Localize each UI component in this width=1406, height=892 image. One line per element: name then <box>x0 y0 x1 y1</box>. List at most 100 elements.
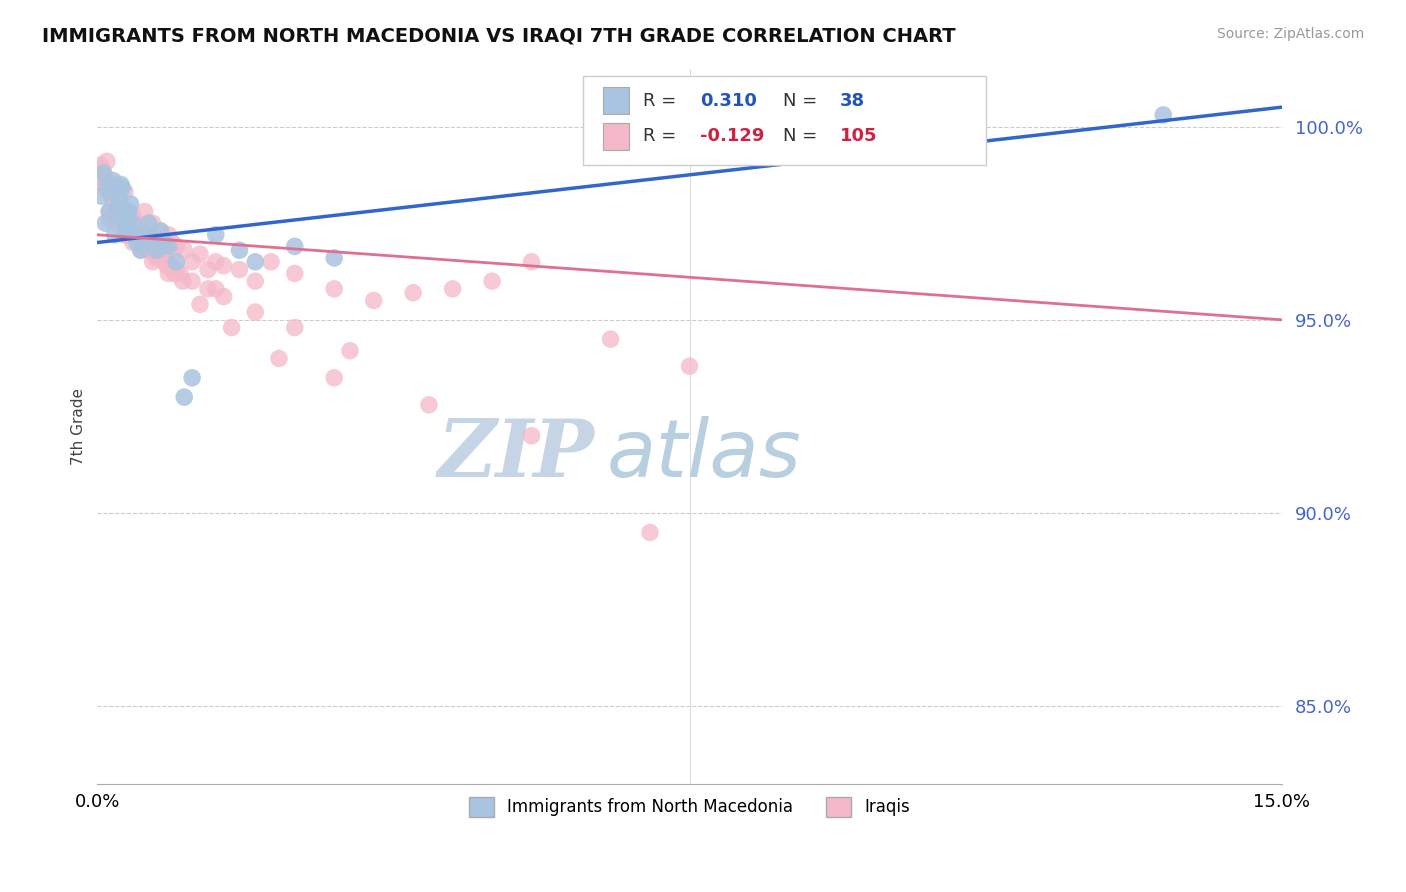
Point <box>204 282 226 296</box>
Point <box>138 244 160 258</box>
Text: ZIP: ZIP <box>437 416 595 493</box>
Point <box>98 204 121 219</box>
Point <box>124 227 146 242</box>
Text: Source: ZipAtlas.com: Source: ZipAtlas.com <box>1216 27 1364 41</box>
Point <box>153 255 176 269</box>
Point <box>181 274 204 288</box>
Point <box>90 189 112 203</box>
Point <box>228 262 250 277</box>
Point <box>129 244 152 258</box>
Point <box>142 232 165 246</box>
Point <box>212 290 235 304</box>
Point <box>110 212 132 227</box>
Point <box>108 193 131 207</box>
Point <box>122 209 145 223</box>
Point <box>114 186 136 200</box>
Point <box>124 227 146 242</box>
Point <box>101 174 124 188</box>
Text: 105: 105 <box>839 128 877 145</box>
Point <box>228 244 250 258</box>
Point <box>134 235 156 250</box>
Point <box>117 212 139 227</box>
Point <box>149 224 172 238</box>
Point <box>110 204 132 219</box>
Point <box>339 343 361 358</box>
Point <box>108 204 131 219</box>
Point <box>111 212 134 227</box>
Point <box>96 154 118 169</box>
Point <box>284 239 307 253</box>
Point <box>212 259 235 273</box>
Point <box>181 255 204 269</box>
Point <box>104 197 127 211</box>
Point <box>145 235 167 250</box>
Point <box>93 174 115 188</box>
Point <box>441 282 464 296</box>
Text: IMMIGRANTS FROM NORTH MACEDONIA VS IRAQI 7TH GRADE CORRELATION CHART: IMMIGRANTS FROM NORTH MACEDONIA VS IRAQI… <box>42 27 956 45</box>
Point <box>110 201 132 215</box>
Point <box>221 320 243 334</box>
Point <box>118 216 141 230</box>
Point <box>157 227 180 242</box>
Point <box>138 227 160 242</box>
Point <box>89 158 111 172</box>
Point <box>120 220 142 235</box>
Point <box>100 186 122 200</box>
Point <box>323 371 346 385</box>
Point <box>105 216 128 230</box>
Point <box>520 255 543 269</box>
Point <box>197 282 219 296</box>
Point <box>599 332 621 346</box>
Point <box>118 204 141 219</box>
Text: atlas: atlas <box>606 416 801 494</box>
Point <box>105 189 128 203</box>
Bar <box>603 87 628 114</box>
Point <box>142 255 165 269</box>
Point <box>104 181 127 195</box>
Point <box>111 181 134 195</box>
Point <box>132 235 155 250</box>
Point <box>163 267 186 281</box>
Point <box>105 201 128 215</box>
Point <box>87 178 110 192</box>
Text: 0.310: 0.310 <box>700 92 756 110</box>
Point <box>363 293 385 308</box>
Point <box>188 297 211 311</box>
Point <box>134 227 156 242</box>
Point <box>157 267 180 281</box>
Point <box>138 216 160 230</box>
Point <box>145 244 167 258</box>
Point <box>129 224 152 238</box>
FancyBboxPatch shape <box>583 76 986 165</box>
Point <box>245 274 267 288</box>
Legend: Immigrants from North Macedonia, Iraqis: Immigrants from North Macedonia, Iraqis <box>460 789 918 825</box>
Point <box>172 274 194 288</box>
Point <box>323 282 346 296</box>
Point <box>120 216 142 230</box>
Point <box>122 235 145 250</box>
Point <box>118 212 141 227</box>
Point <box>93 169 115 184</box>
Point <box>129 244 152 258</box>
Point <box>520 429 543 443</box>
Point <box>100 178 122 192</box>
Point <box>156 259 179 273</box>
Point <box>110 178 132 192</box>
Point <box>284 267 307 281</box>
Point <box>481 274 503 288</box>
Point <box>96 181 118 195</box>
Point <box>245 305 267 319</box>
Point <box>91 166 114 180</box>
Point <box>169 267 191 281</box>
Point <box>162 235 184 250</box>
Point <box>284 320 307 334</box>
Point <box>1152 108 1174 122</box>
Point <box>118 204 141 219</box>
Point <box>418 398 440 412</box>
Point <box>114 227 136 242</box>
Text: N =: N = <box>783 128 823 145</box>
Point <box>165 262 187 277</box>
Point <box>204 255 226 269</box>
Point <box>94 216 117 230</box>
Text: -0.129: -0.129 <box>700 128 765 145</box>
